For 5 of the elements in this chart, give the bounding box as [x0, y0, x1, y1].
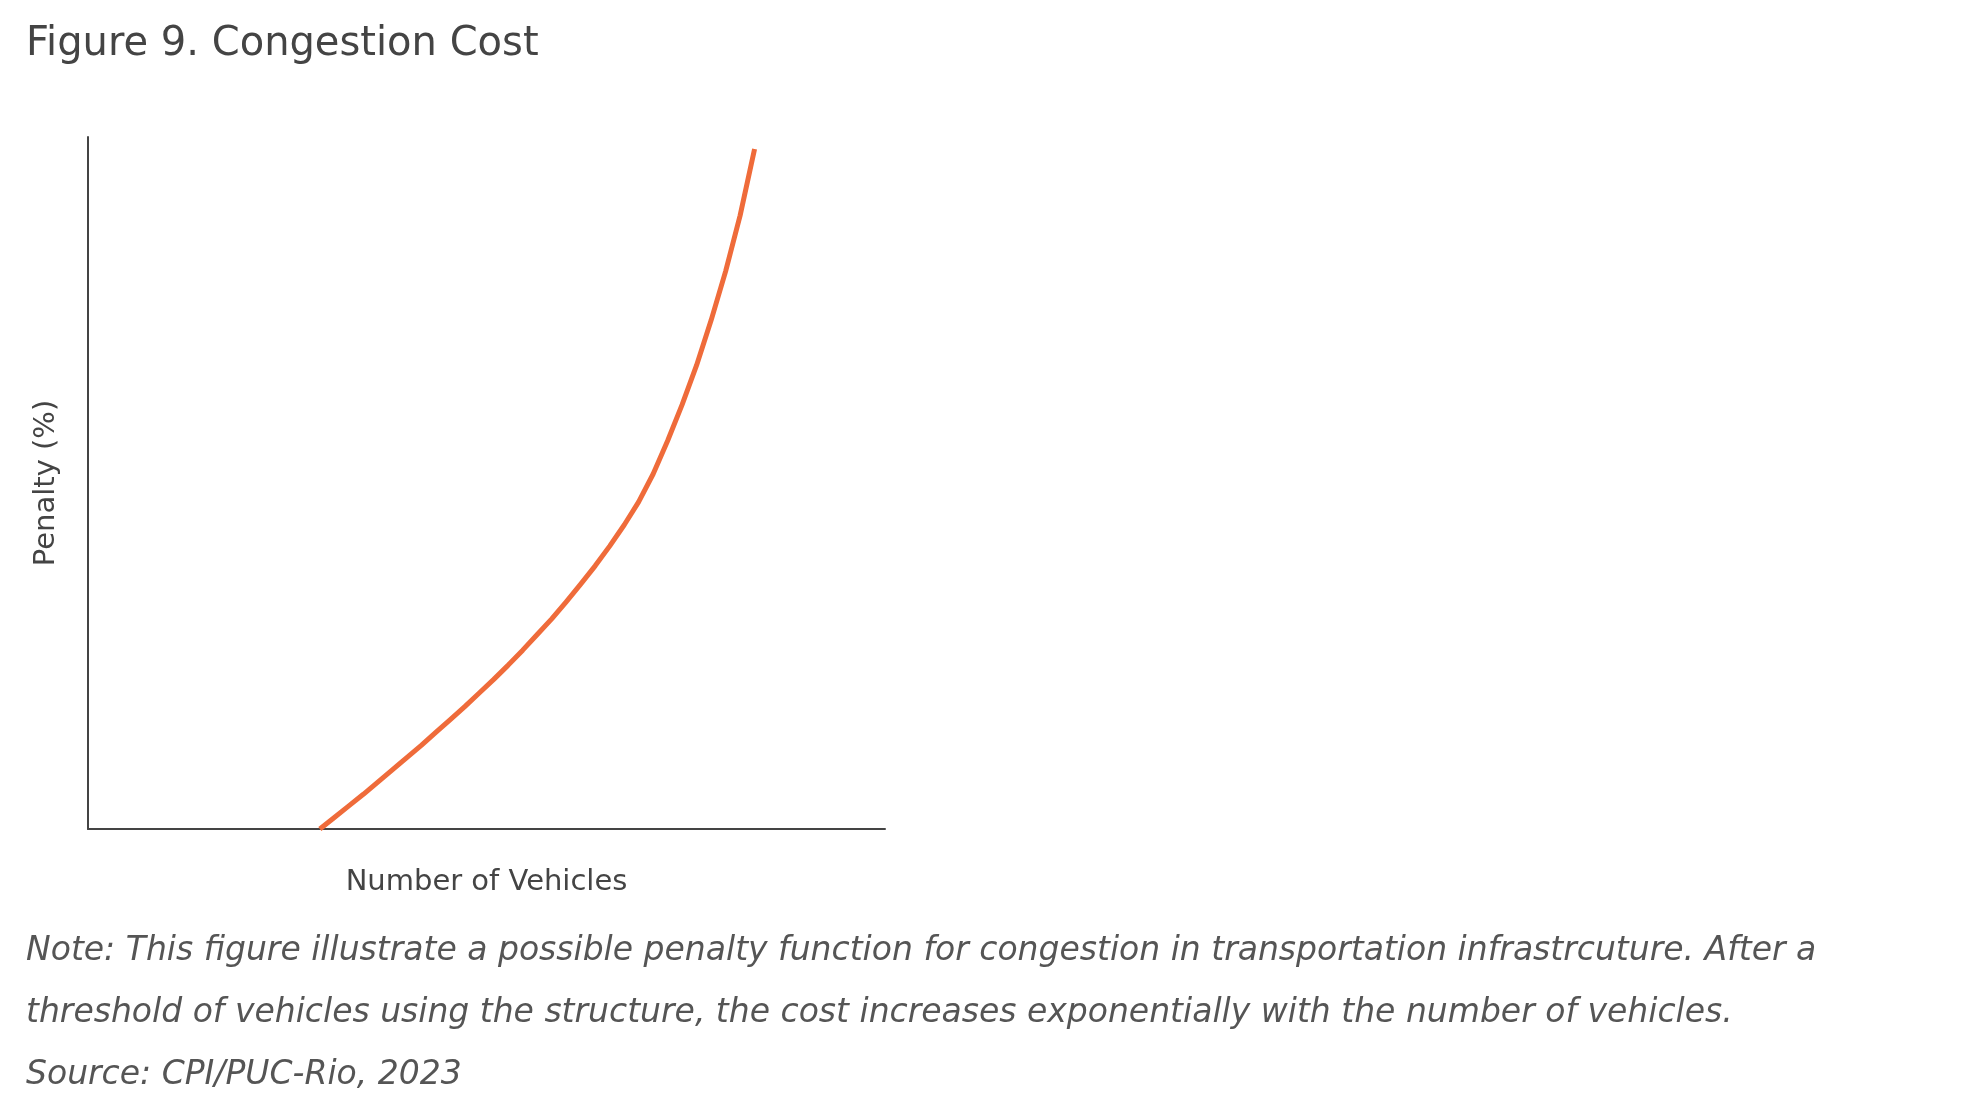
chart-title: Figure 9. Congestion Cost — [26, 18, 539, 64]
x-axis-title: Number of Vehicles — [345, 862, 628, 897]
text: Note: This figure illustrate a possible penalty function for congestion in transportation infrastrcuture. After a threshold of vehicles using the structure, the cost increases exponentially with the number of vehicles. — [26, 928, 1818, 1032]
source-note: Source: CPI/PUC-Rio, 2023 — [26, 1052, 463, 1094]
y-axis-title: Penalty (%) — [26, 399, 61, 567]
